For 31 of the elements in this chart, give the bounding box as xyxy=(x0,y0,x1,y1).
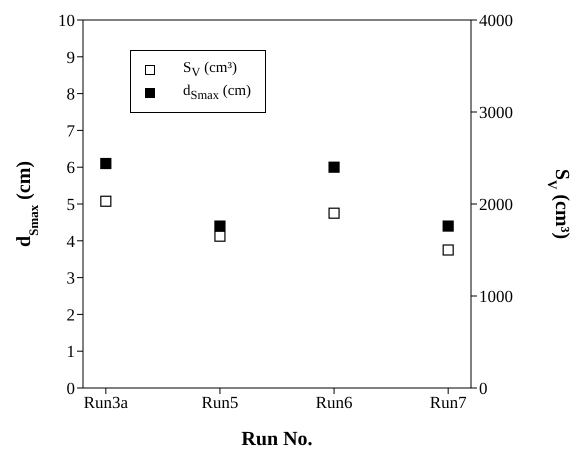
point xyxy=(328,208,340,219)
x-tick-label: Run3a xyxy=(84,393,128,412)
y-tick-label: 9 xyxy=(66,48,75,67)
y-tick-label: 4 xyxy=(66,232,76,251)
y-tick-label: 8 xyxy=(66,84,75,104)
y-tick-label: 2 xyxy=(66,305,75,324)
x-tick-label: Run6 xyxy=(316,393,352,412)
y-tick-label: 3 xyxy=(66,268,75,288)
y-tick-label: 5 xyxy=(66,195,75,214)
y2-tick-label: 1000 xyxy=(479,287,513,306)
y2-tick-label: 0 xyxy=(479,379,488,398)
x-tick-label: Run5 xyxy=(202,393,238,412)
y-tick-label: 6 xyxy=(66,158,75,178)
point xyxy=(328,162,340,173)
point xyxy=(100,196,112,207)
y2-tick-label: 2000 xyxy=(479,195,513,214)
y-tick-label: 1 xyxy=(66,342,75,362)
y-tick-label: 7 xyxy=(66,121,76,140)
x-axis-title: Run No. xyxy=(241,428,313,450)
point xyxy=(442,220,454,232)
point xyxy=(214,230,226,242)
point xyxy=(100,158,112,170)
y-tick-label: 0 xyxy=(66,379,75,398)
x-tick-label: Run7 xyxy=(430,393,468,412)
y-tick-label: 10 xyxy=(58,11,75,30)
point xyxy=(442,244,454,256)
y2-tick-label: 3000 xyxy=(479,103,513,122)
legend-label: d$_{Smax}$ (cm) xyxy=(183,83,252,103)
point xyxy=(214,220,226,232)
y2-tick-label: 4000 xyxy=(479,11,513,30)
legend-label: S$_{V}$ (cm³) xyxy=(183,60,237,80)
